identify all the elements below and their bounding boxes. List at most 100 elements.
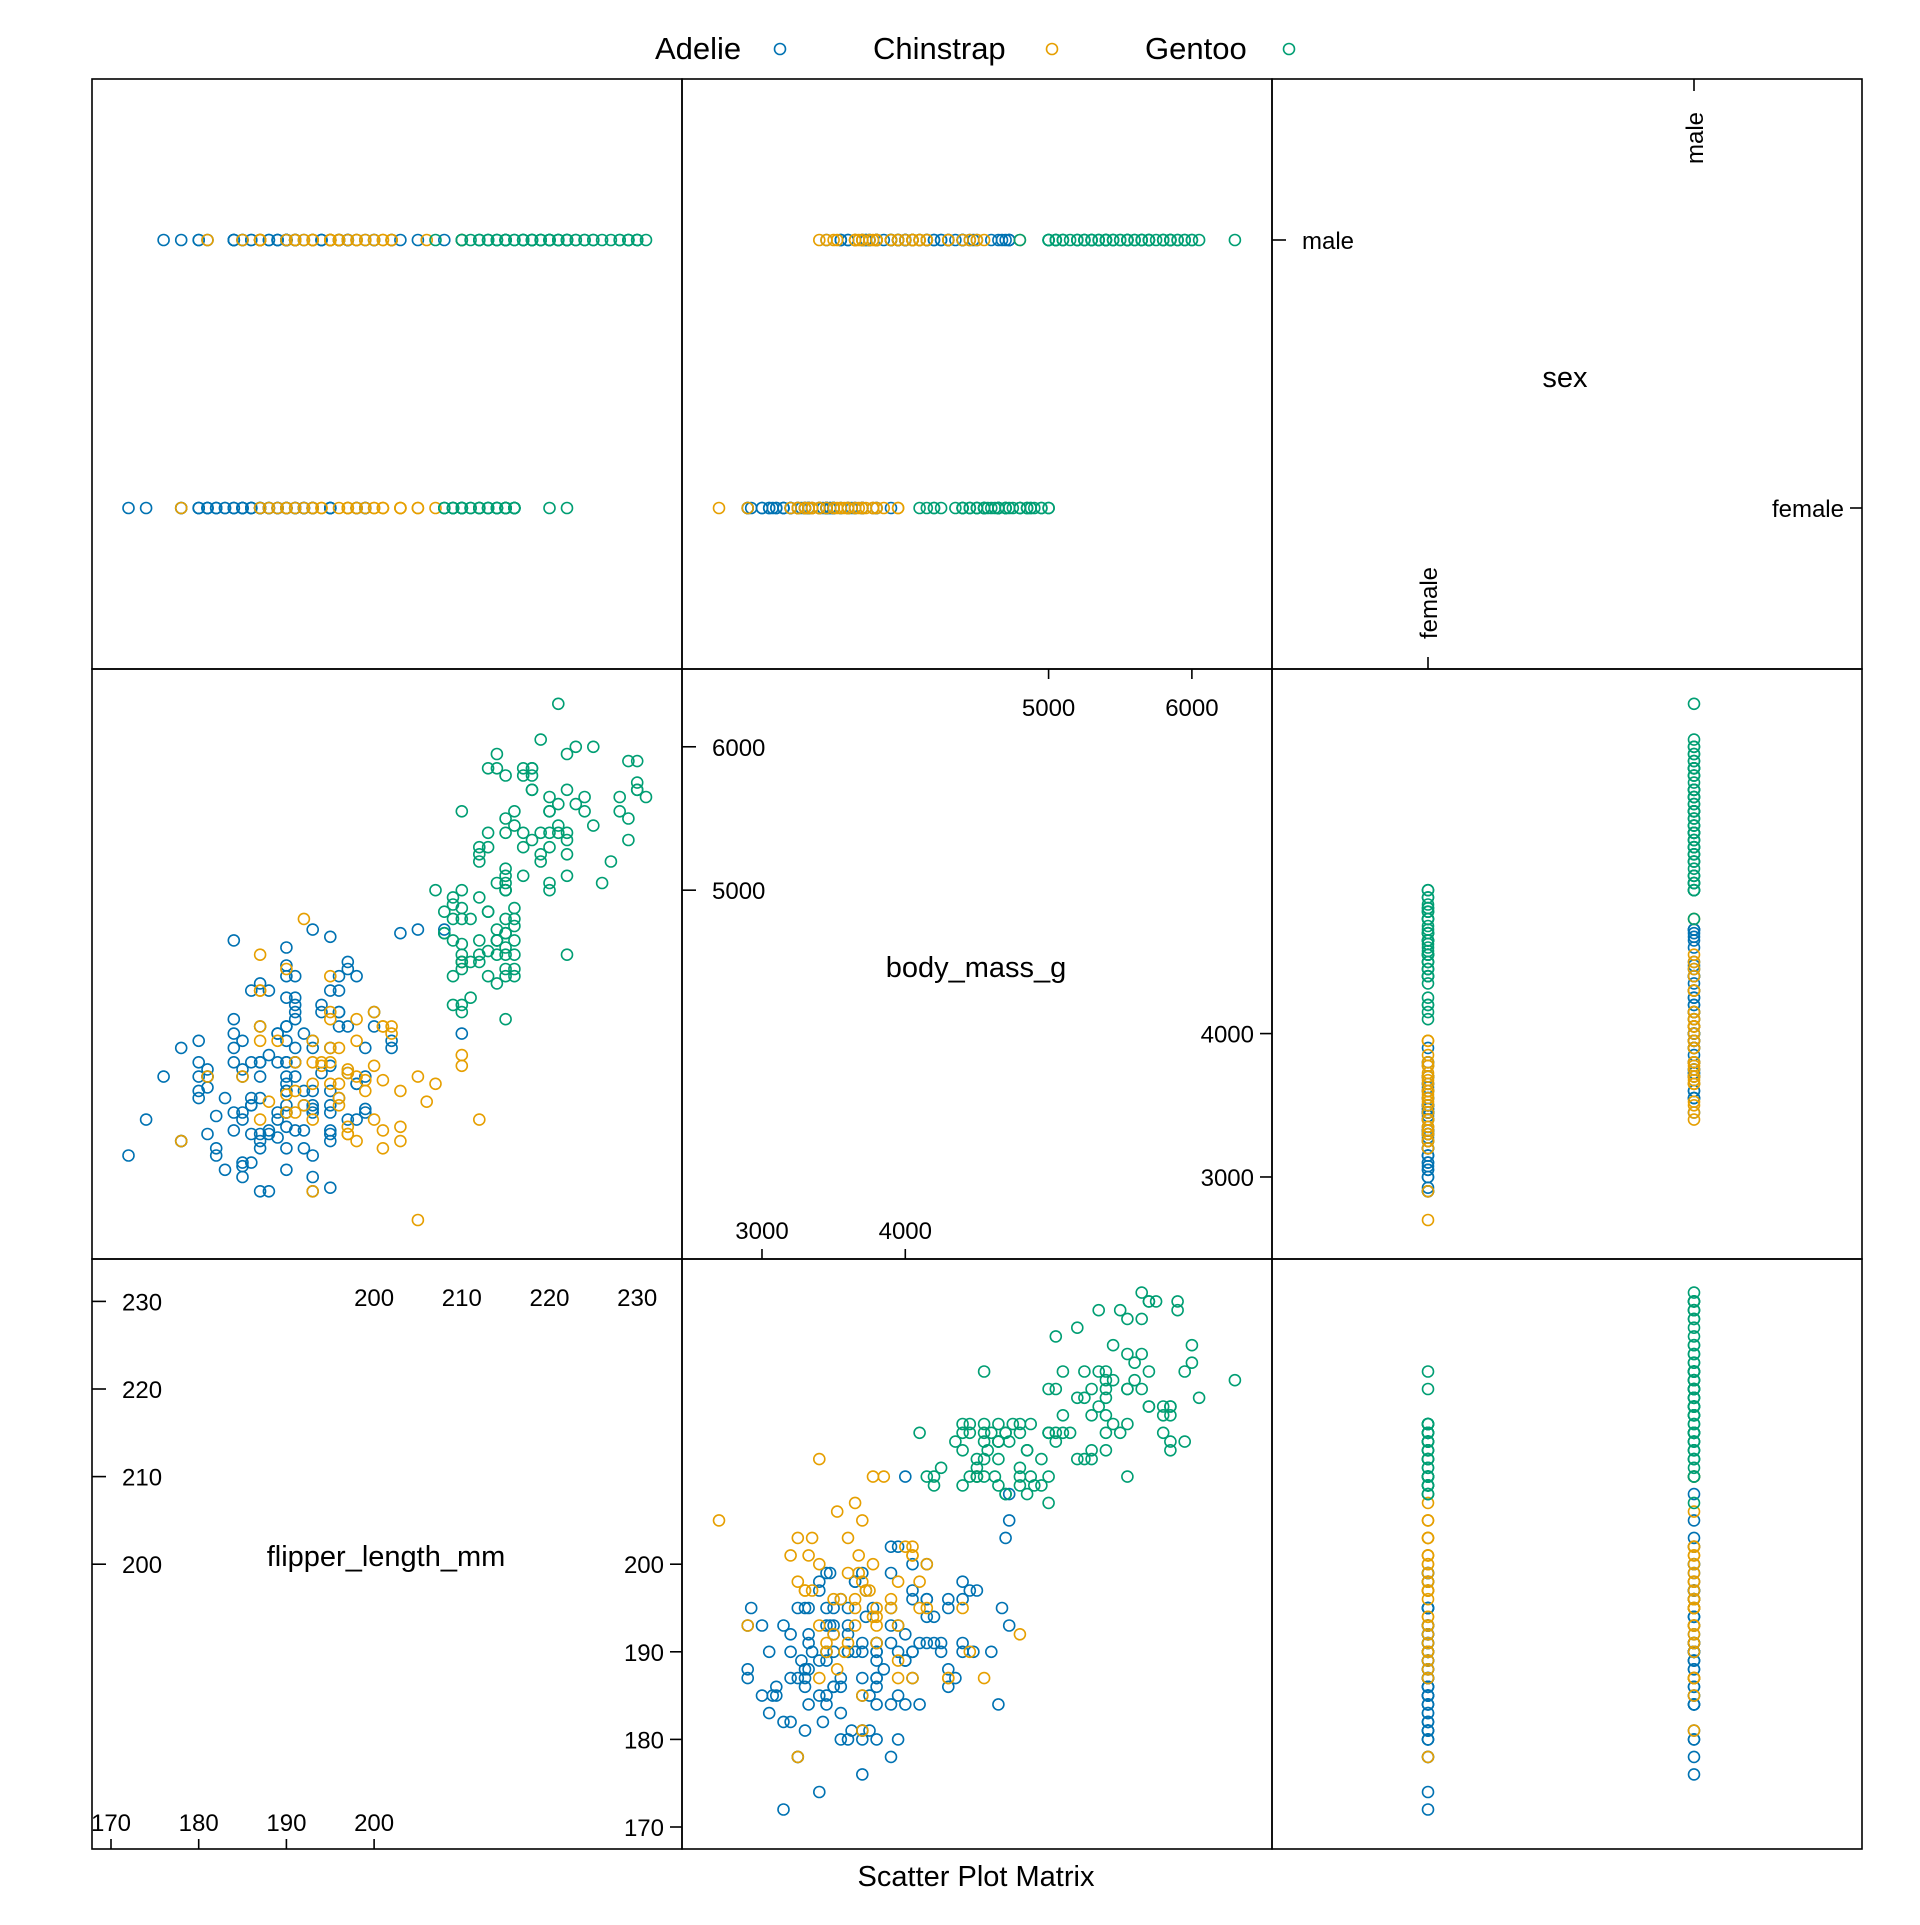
point-adelie-r1-c0-43 [236,1170,249,1184]
point-adelie-r1-c2-99 [1687,926,1701,940]
point-adelie-r1-c0-22 [236,1034,249,1048]
diag-label-sex: sex [1542,362,1588,394]
point-gentoo-r2-c1-102 [1085,1452,1098,1466]
point-chinstrap-r2-c1-29 [977,1671,991,1685]
point-gentoo-r0-c0-87 [516,233,530,247]
point-gentoo-r1-c0-55 [543,876,556,890]
point-adelie-r1-c0-115 [358,1070,372,1083]
point-gentoo-r2-c1-123 [1113,1303,1127,1317]
point-chinstrap-r0-c1-52 [841,501,855,515]
point-gentoo-r1-c2-41 [1687,747,1701,761]
tick-label-sex-y-male: male [1302,228,1354,255]
point-chinstrap-r2-c1-44 [852,1549,866,1562]
point-adelie-r0-c0-143 [236,501,249,515]
point-chinstrap-r2-c1-25 [920,1557,934,1571]
point-gentoo-r2-c2-104 [1687,1382,1701,1396]
point-adelie-r2-c2-36 [1421,1733,1435,1746]
point-chinstrap-r0-c0-58 [315,501,328,515]
point-gentoo-r2-c1-74 [1024,1417,1037,1431]
tick-label-flipper-y2-200: 200 [624,1552,664,1579]
point-chinstrap-r0-c0-60 [271,501,284,515]
point-chinstrap-r2-c1-46 [812,1452,826,1466]
point-gentoo-r2-c1-7 [1071,1391,1084,1405]
point-adelie-r1-c2-139 [1687,1091,1701,1105]
point-chinstrap-r1-c2-60 [1421,1034,1435,1048]
point-chinstrap-r1-c0-24 [341,1127,355,1141]
point-gentoo-r2-c1-61 [1121,1347,1134,1361]
point-chinstrap-r2-c1-56 [791,1531,805,1545]
point-gentoo-r1-c0-91 [508,969,521,983]
point-gentoo-r2-c1-50 [949,1435,962,1448]
point-chinstrap-r1-c0-30 [376,1142,390,1155]
point-chinstrap-r0-c0-67 [367,501,381,515]
point-adelie-r1-c0-128 [280,1070,293,1083]
point-gentoo-r2-c1-30 [992,1452,1005,1466]
points-panel-r2-c1 [712,1286,1242,1816]
point-adelie-r2-c1-22 [891,1689,905,1702]
tick-label-flipper-x-180: 180 [179,1810,219,1837]
legend-marker-adelie [773,42,787,56]
point-gentoo-r1-c0-64 [499,962,512,976]
point-adelie-r2-c2-116 [1687,1654,1701,1667]
point-gentoo-r1-c2-32 [1421,991,1435,1005]
point-gentoo-r2-c1-20 [1142,1400,1156,1413]
point-chinstrap-r2-c1-43 [827,1592,840,1606]
point-gentoo-r2-c2-90 [1687,1312,1701,1326]
point-gentoo-r1-c2-114 [1687,826,1701,840]
point-gentoo-r0-c1-97 [984,501,998,515]
point-chinstrap-r0-c0-55 [288,233,302,247]
point-chinstrap-r2-c1-64 [812,1619,826,1632]
point-adelie-r0-c0-91 [245,233,258,247]
point-gentoo-r0-c1-17 [1228,233,1242,247]
point-gentoo-r2-c2-105 [1687,1426,1701,1440]
point-chinstrap-r2-c1-62 [848,1496,862,1510]
point-gentoo-r0-c0-112 [508,501,521,515]
tick-label-mass-y-6000: 6000 [712,735,765,762]
point-gentoo-r1-c0-121 [481,905,495,919]
point-adelie-r1-c0-30 [174,1041,188,1055]
point-adelie-r1-c0-88 [385,1041,398,1055]
point-adelie-r0-c1-126 [927,233,941,247]
point-chinstrap-r0-c0-48 [350,501,363,515]
point-adelie-r0-c1-44 [984,233,998,247]
point-chinstrap-r1-c0-15 [376,1020,390,1033]
point-gentoo-r2-c1-48 [977,1435,991,1448]
point-gentoo-r1-c2-115 [1687,855,1701,868]
point-adelie-r2-c2-122 [1421,1680,1435,1694]
point-gentoo-r2-c1-71 [1142,1365,1156,1378]
point-gentoo-r0-c1-122 [1164,233,1177,247]
point-adelie-r1-c0-91 [245,984,258,997]
point-gentoo-r1-c2-120 [1421,912,1435,926]
point-chinstrap-r1-c2-25 [1687,1005,1701,1019]
point-adelie-r2-c1-20 [841,1733,855,1746]
point-chinstrap-r2-c2-12 [1687,1689,1701,1702]
point-adelie-r1-c0-49 [262,984,276,997]
point-chinstrap-r2-c2-60 [1421,1654,1435,1667]
point-chinstrap-r1-c0-37 [297,912,311,926]
point-gentoo-r2-c1-70 [927,1479,941,1492]
point-gentoo-r2-c2-122 [1687,1400,1701,1413]
point-gentoo-r1-c0-52 [508,934,521,947]
point-gentoo-r0-c0-53 [455,233,469,247]
point-gentoo-r1-c2-121 [1421,905,1435,919]
point-adelie-r2-c1-92 [791,1671,805,1685]
point-gentoo-r2-c1-4 [1099,1426,1113,1440]
point-adelie-r2-c1-3 [820,1619,833,1632]
point-adelie-r2-c1-89 [1002,1514,1016,1527]
point-gentoo-r1-c0-117 [437,926,451,940]
point-gentoo-r1-c0-93 [508,948,521,962]
diagonal-labels: flipper_length_mm body_mass_g sex [267,362,1588,1573]
point-adelie-r1-c2-44 [1687,941,1701,954]
point-chinstrap-r1-c0-38 [411,1213,425,1227]
point-chinstrap-r2-c1-55 [820,1636,833,1650]
point-gentoo-r2-c2-87 [1687,1409,1701,1422]
point-gentoo-r1-c0-95 [569,797,583,811]
point-adelie-r1-c0-26 [253,1142,267,1155]
point-chinstrap-r1-c0-3 [262,1095,276,1108]
point-adelie-r2-c1-80 [855,1671,869,1685]
point-adelie-r1-c0-80 [253,1070,267,1083]
point-chinstrap-r2-c1-40 [891,1671,905,1685]
point-gentoo-r0-c1-54 [1028,501,1041,515]
point-gentoo-r1-c0-0 [464,955,477,969]
